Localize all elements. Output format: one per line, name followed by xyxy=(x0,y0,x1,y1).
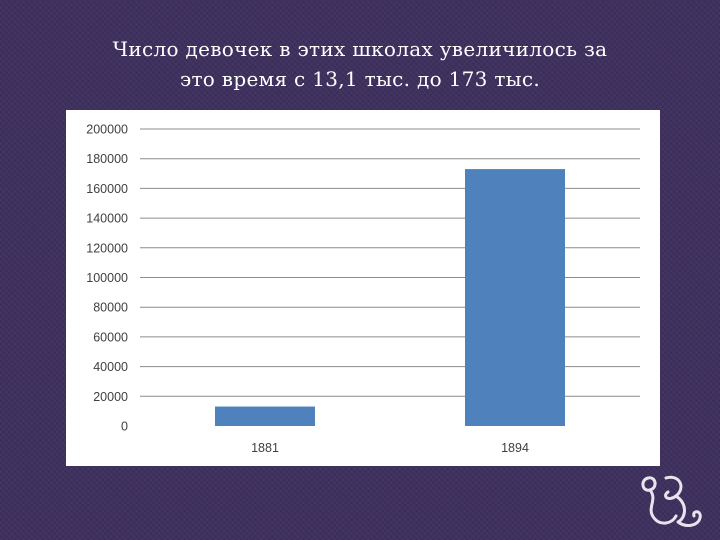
y-tick-label: 80000 xyxy=(93,301,128,315)
slide-title-line-1: Число девочек в этих школах увеличилось … xyxy=(112,37,608,61)
y-tick-label: 20000 xyxy=(93,390,128,404)
bar-1894 xyxy=(465,169,565,426)
y-tick-label: 200000 xyxy=(86,123,128,137)
slide-title-line-2: это время с 13,1 тыс. до 173 тыс. xyxy=(179,67,541,91)
decorative-flourish-icon xyxy=(641,475,702,527)
y-tick-label: 180000 xyxy=(86,152,128,166)
y-tick-label: 100000 xyxy=(86,271,128,285)
bar-1881 xyxy=(215,406,315,426)
y-tick-label: 120000 xyxy=(86,241,128,255)
y-tick-label: 40000 xyxy=(93,360,128,374)
y-axis-tick-labels: 0 20000 40000 60000 80000 100000 120000 140000 1… xyxy=(86,123,128,434)
y-tick-label: 140000 xyxy=(86,212,128,226)
y-tick-label: 0 xyxy=(121,420,128,434)
y-tick-label: 60000 xyxy=(93,330,128,344)
y-tick-label: 160000 xyxy=(86,182,128,196)
bar-chart-svg: 0 20000 40000 60000 80000 100000 120000 140000 1… xyxy=(86,123,640,455)
slide-title: Число девочек в этих школах увеличилось … xyxy=(40,34,680,94)
bar-chart: 0 20000 40000 60000 80000 100000 120000 140000 1… xyxy=(66,110,660,466)
x-tick-label-1894: 1894 xyxy=(501,441,529,455)
x-tick-label-1881: 1881 xyxy=(251,441,279,455)
x-axis-tick-labels: 1881 1894 xyxy=(251,441,529,455)
bars xyxy=(215,169,565,426)
